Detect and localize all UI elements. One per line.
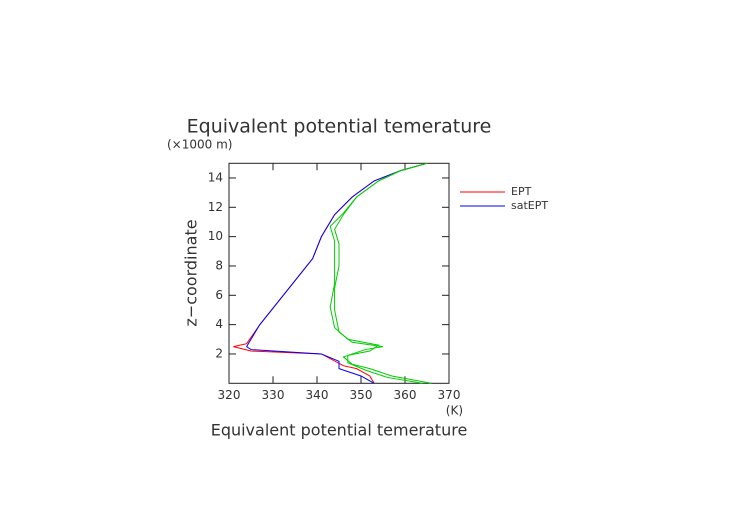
y-unit: (×1000 m) — [167, 138, 232, 152]
series-line — [245, 162, 428, 384]
legend-label: satEPT — [511, 199, 548, 212]
y-tick-label: 14 — [208, 170, 223, 184]
y-tick-label: 10 — [208, 229, 223, 243]
x-tick-label: 360 — [394, 388, 417, 402]
x-tick-label: 320 — [218, 388, 241, 402]
x-axis-label: Equivalent potential temerature — [211, 421, 468, 440]
y-axis-label: z−coordinate — [182, 219, 201, 326]
x-tick-label: 350 — [350, 388, 373, 402]
legend-label: EPT — [511, 185, 532, 198]
x-unit: (K) — [446, 404, 463, 418]
y-tick-label: 12 — [208, 200, 223, 214]
chart-title: Equivalent potential temerature — [187, 116, 492, 138]
x-tick-label: 340 — [306, 388, 329, 402]
plot-frame — [228, 162, 450, 384]
x-tick-label: 370 — [438, 388, 461, 402]
y-tick-label: 4 — [215, 317, 223, 331]
series-line — [334, 162, 432, 384]
y-tick-label: 8 — [215, 258, 223, 272]
series-line — [329, 162, 428, 384]
y-tick-label: 6 — [215, 288, 223, 302]
y-tick-label: 2 — [215, 346, 223, 360]
x-tick-label: 330 — [262, 388, 285, 402]
